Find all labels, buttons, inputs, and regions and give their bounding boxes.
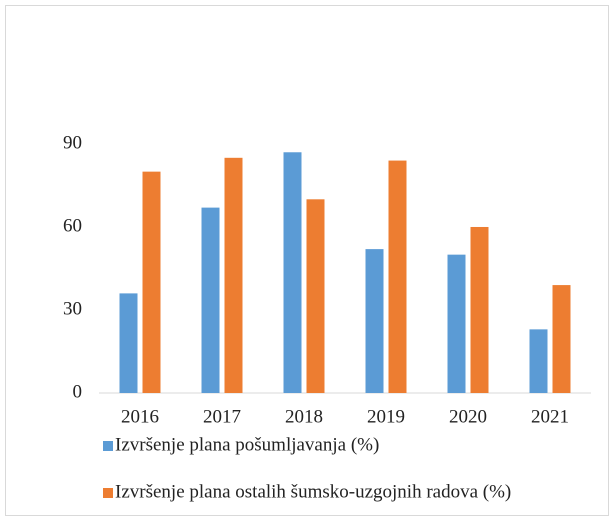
bar <box>447 254 466 393</box>
legend-swatch <box>103 488 113 498</box>
y-tick-label: 90 <box>63 132 82 153</box>
legend-label: Izvršenje plana ostalih šumsko-uzgojnih … <box>115 481 511 502</box>
x-tick-label: 2016 <box>121 406 159 427</box>
x-tick-label: 2018 <box>285 406 323 427</box>
y-tick-label: 30 <box>63 298 82 319</box>
bar <box>119 293 138 393</box>
bar <box>552 285 571 393</box>
bar <box>306 199 325 393</box>
bar <box>142 171 161 393</box>
bar <box>201 207 220 393</box>
x-tick-label: 2017 <box>203 406 241 427</box>
bar <box>470 226 489 393</box>
bar <box>529 329 548 393</box>
bar <box>365 249 384 393</box>
legend-label: Izvršenje plana pošumljavanja (%) <box>115 434 379 455</box>
bar <box>224 157 243 393</box>
x-tick-label: 2021 <box>531 406 569 427</box>
x-tick-label: 2020 <box>449 406 487 427</box>
y-tick-label: 60 <box>63 215 82 236</box>
bar <box>388 160 407 393</box>
bar <box>283 152 302 393</box>
legend-swatch <box>103 441 113 451</box>
x-tick-label: 2019 <box>367 406 405 427</box>
y-tick-label: 0 <box>73 381 83 402</box>
